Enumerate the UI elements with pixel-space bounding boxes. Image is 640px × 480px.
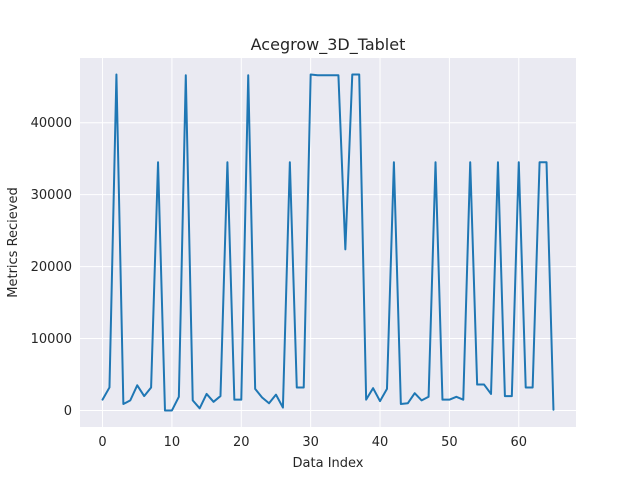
y-tick-label: 20000 xyxy=(31,260,72,275)
x-tick-label: 0 xyxy=(98,435,106,450)
x-tick-labels: 0 10 20 30 40 50 60 xyxy=(98,435,527,450)
x-tick-label: 50 xyxy=(441,435,458,450)
series-line xyxy=(101,73,555,412)
x-tick-label: 10 xyxy=(164,435,181,450)
x-tick-label: 30 xyxy=(302,435,319,450)
y-tick-label: 40000 xyxy=(31,116,72,131)
x-tick-label: 60 xyxy=(510,435,527,450)
x-tick-label: 40 xyxy=(372,435,389,450)
y-tick-label: 10000 xyxy=(31,332,72,347)
y-tick-label: 0 xyxy=(64,404,72,419)
y-axis-label: Metrics Recieved xyxy=(6,187,21,297)
chart-title: Acegrow_3D_Tablet xyxy=(251,35,406,55)
plot-area xyxy=(80,58,576,427)
y-tick-label: 30000 xyxy=(31,188,72,203)
y-tick-labels: 0 10000 20000 30000 40000 xyxy=(31,116,72,419)
x-axis-label: Data Index xyxy=(293,456,364,471)
series-layer xyxy=(101,73,555,412)
x-tick-label: 20 xyxy=(233,435,250,450)
